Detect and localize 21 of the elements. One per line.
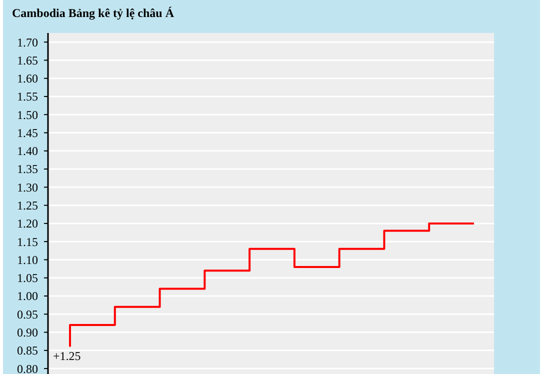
y-tick-label: 1.45 [17,126,38,140]
y-tick-label: 1.60 [17,72,38,86]
y-tick-label: 0.95 [17,307,38,322]
y-tick-label: 1.40 [17,144,38,158]
y-tick-label: 1.70 [17,35,38,50]
y-tick-label: 1.15 [17,234,38,249]
y-tick-label: 0.80 [17,362,38,374]
y-tick-label: 1.65 [17,53,38,68]
y-tick-label: 0.85 [17,344,38,358]
y-tick-label: 1.10 [17,252,38,267]
y-tick-label: 1.00 [17,289,38,304]
y-tick-label: 1.05 [17,271,38,286]
y-tick-label: 0.90 [17,325,38,340]
y-tick-label: 1.30 [17,180,38,194]
y-tick-label: 1.20 [17,216,38,231]
annotation: +1.25 [53,348,81,363]
chart-title: Cambodia Bảng kê tỷ lệ châu Á [12,6,174,20]
y-tick-label: 1.25 [17,198,38,213]
y-tick-label: 1.55 [17,90,38,104]
y-tick-label: 1.35 [17,162,38,176]
y-tick-label: 1.50 [17,108,38,122]
